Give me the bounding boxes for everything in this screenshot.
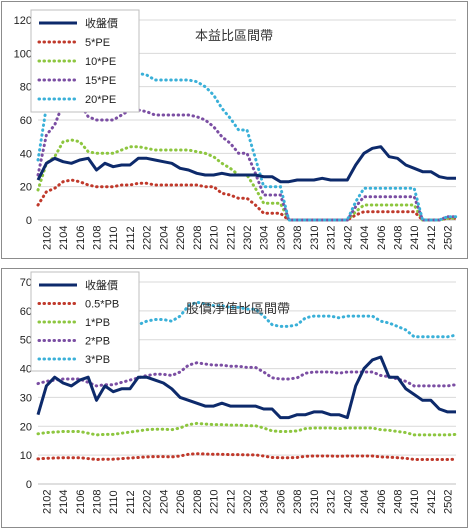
pe-band-chart: 0 20 40 60 80 100 120 2102 2104 2106 2108 2110 2112 2… — [1, 1, 468, 259]
x-tick-label: 2410 — [409, 490, 421, 514]
x-tick-label: 2312 — [326, 490, 338, 514]
legend-label: 0.5*PB — [85, 299, 119, 311]
x-tick-label: 2502 — [443, 490, 455, 514]
x-tick-label: 2108 — [92, 490, 104, 514]
x-tick-label: 2112 — [125, 490, 137, 514]
x-tick-label: 2110 — [108, 490, 120, 514]
y-tick-label: 60 — [20, 115, 32, 127]
x-tick-label: 2306 — [275, 490, 287, 514]
x-tick-label: 2212 — [225, 226, 237, 250]
x-tick-label: 2310 — [309, 490, 321, 514]
series-line-0 — [36, 355, 456, 420]
x-tick-label: 2304 — [259, 490, 271, 514]
x-tick-label: 2204 — [158, 490, 170, 514]
series-line-1 — [36, 178, 458, 222]
y-tick-label: 40 — [20, 148, 32, 160]
x-tick-label: 2102 — [41, 490, 53, 514]
x-tick-label: 2206 — [175, 226, 187, 250]
x-tick-label: 2208 — [192, 490, 204, 514]
legend-label: 3*PB — [85, 354, 110, 366]
x-tick-label: 2412 — [426, 226, 438, 250]
y-tick-label: 30 — [20, 392, 32, 404]
y-tick-label: 40 — [20, 364, 32, 376]
chart-title: 股價淨值比區間帶 — [186, 301, 290, 317]
legend-label: 10*PE — [85, 56, 116, 68]
x-tick-label: 2104 — [58, 226, 70, 250]
series-line-3 — [36, 361, 458, 388]
x-tick-label: 2502 — [443, 226, 455, 250]
y-tick-label: 120 — [14, 15, 32, 27]
x-tick-label: 2402 — [342, 490, 354, 514]
x-tick-label: 2304 — [259, 226, 271, 250]
x-tick-label: 2308 — [292, 226, 304, 250]
y-tick-label: 0 — [26, 215, 32, 227]
pe-band-chart-svg: 0 20 40 60 80 100 120 2102 2104 2106 2108 2110 2112 2… — [14, 9, 458, 250]
series-line-3 — [36, 98, 458, 222]
x-tick-label: 2306 — [275, 226, 287, 250]
x-tick-label: 2106 — [75, 226, 87, 250]
x-tick-label: 2410 — [409, 226, 421, 250]
y-tick-label: 70 — [20, 277, 32, 289]
x-tick-label: 2102 — [41, 226, 53, 250]
x-tick-label: 2408 — [392, 226, 404, 250]
x-tick-label: 2210 — [209, 490, 221, 514]
x-tick-label: 2108 — [92, 226, 104, 250]
chart-title: 本益比區間帶 — [195, 29, 273, 44]
series-line-1 — [36, 452, 458, 462]
x-tick-label: 2404 — [359, 490, 371, 514]
y-tick-label: 20 — [20, 182, 32, 194]
x-tick-label: 2312 — [326, 226, 338, 250]
x-tick-label: 2310 — [309, 226, 321, 250]
legend-label: 1*PB — [85, 317, 110, 329]
legend-label: 收盤價 — [85, 278, 118, 292]
x-tick-label: 2402 — [342, 226, 354, 250]
series-line-2 — [36, 138, 458, 222]
x-tick-label: 2206 — [175, 490, 187, 514]
series-line-2 — [36, 421, 458, 437]
y-tick-label: 50 — [20, 335, 32, 347]
x-tick-label: 2110 — [108, 226, 120, 250]
x-tick-label: 2406 — [376, 490, 388, 514]
y-tick-label: 60 — [20, 306, 32, 318]
x-tick-label: 2208 — [192, 226, 204, 250]
pb-band-chart: 0 10 20 30 40 50 60 70 2102 2104 2106 2108 2110 2112 2… — [1, 268, 468, 528]
x-tick-label: 2404 — [359, 226, 371, 250]
x-tick-label: 2210 — [209, 226, 221, 250]
x-tick-label: 2204 — [158, 226, 170, 250]
y-tick-label: 100 — [14, 48, 32, 60]
x-tick-label: 2202 — [142, 226, 154, 250]
x-tick-label: 2104 — [58, 490, 70, 514]
x-tick-label: 2302 — [242, 226, 254, 250]
pb-band-chart-svg: 0 10 20 30 40 50 60 70 2102 2104 2106 2108 2110 2112 2… — [20, 271, 458, 514]
y-tick-label: 20 — [20, 421, 32, 433]
x-tick-label: 2202 — [142, 490, 154, 514]
legend-label: 收盤價 — [85, 16, 118, 30]
x-tick-label: 2408 — [392, 490, 404, 514]
x-tick-label: 2212 — [225, 490, 237, 514]
y-tick-label: 10 — [20, 450, 32, 462]
legend-label: 5*PE — [85, 37, 110, 49]
x-tick-label: 2302 — [242, 490, 254, 514]
series-line-0 — [36, 145, 456, 184]
y-tick-label: 80 — [20, 82, 32, 94]
legend-label: 15*PE — [85, 75, 116, 87]
x-tick-label: 2308 — [292, 490, 304, 514]
legend-label: 20*PE — [85, 94, 116, 106]
x-tick-label: 2412 — [426, 490, 438, 514]
x-tick-label: 2112 — [125, 226, 137, 250]
x-tick-label: 2406 — [376, 226, 388, 250]
y-tick-label: 0 — [26, 479, 32, 491]
legend-label: 2*PB — [85, 336, 110, 348]
x-tick-label: 2106 — [75, 490, 87, 514]
